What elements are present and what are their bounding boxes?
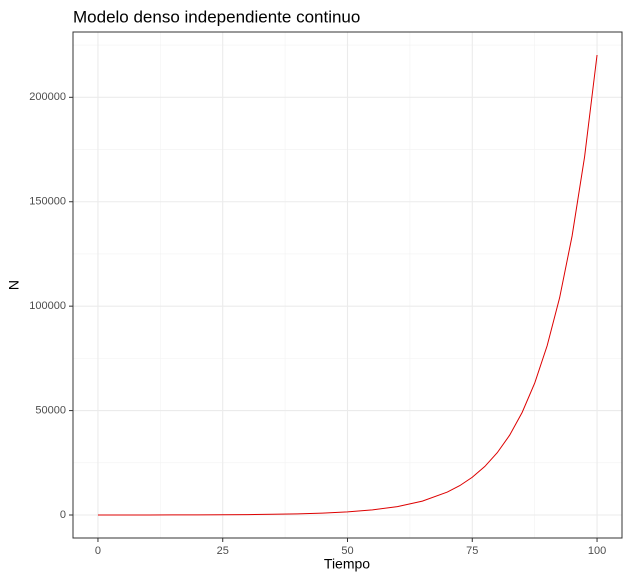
y-tick-label: 100000 — [29, 300, 66, 312]
y-tick-label: 50000 — [35, 404, 66, 416]
x-tick-label: 50 — [341, 545, 353, 557]
x-tick-label: 0 — [95, 545, 101, 557]
x-tick-label: 100 — [588, 545, 606, 557]
chart-title: Modelo denso independiente continuo — [73, 7, 360, 26]
y-tick-label: 200000 — [29, 91, 66, 103]
panel-border — [72, 31, 623, 539]
y-tick-label: 150000 — [29, 196, 66, 208]
y-tick-label: 0 — [60, 509, 66, 521]
x-axis-label: Tiempo — [324, 556, 370, 572]
x-tick-label: 75 — [466, 545, 478, 557]
x-tick-label: 25 — [217, 545, 229, 557]
data-line — [97, 54, 598, 516]
y-axis-label: N — [6, 280, 22, 290]
